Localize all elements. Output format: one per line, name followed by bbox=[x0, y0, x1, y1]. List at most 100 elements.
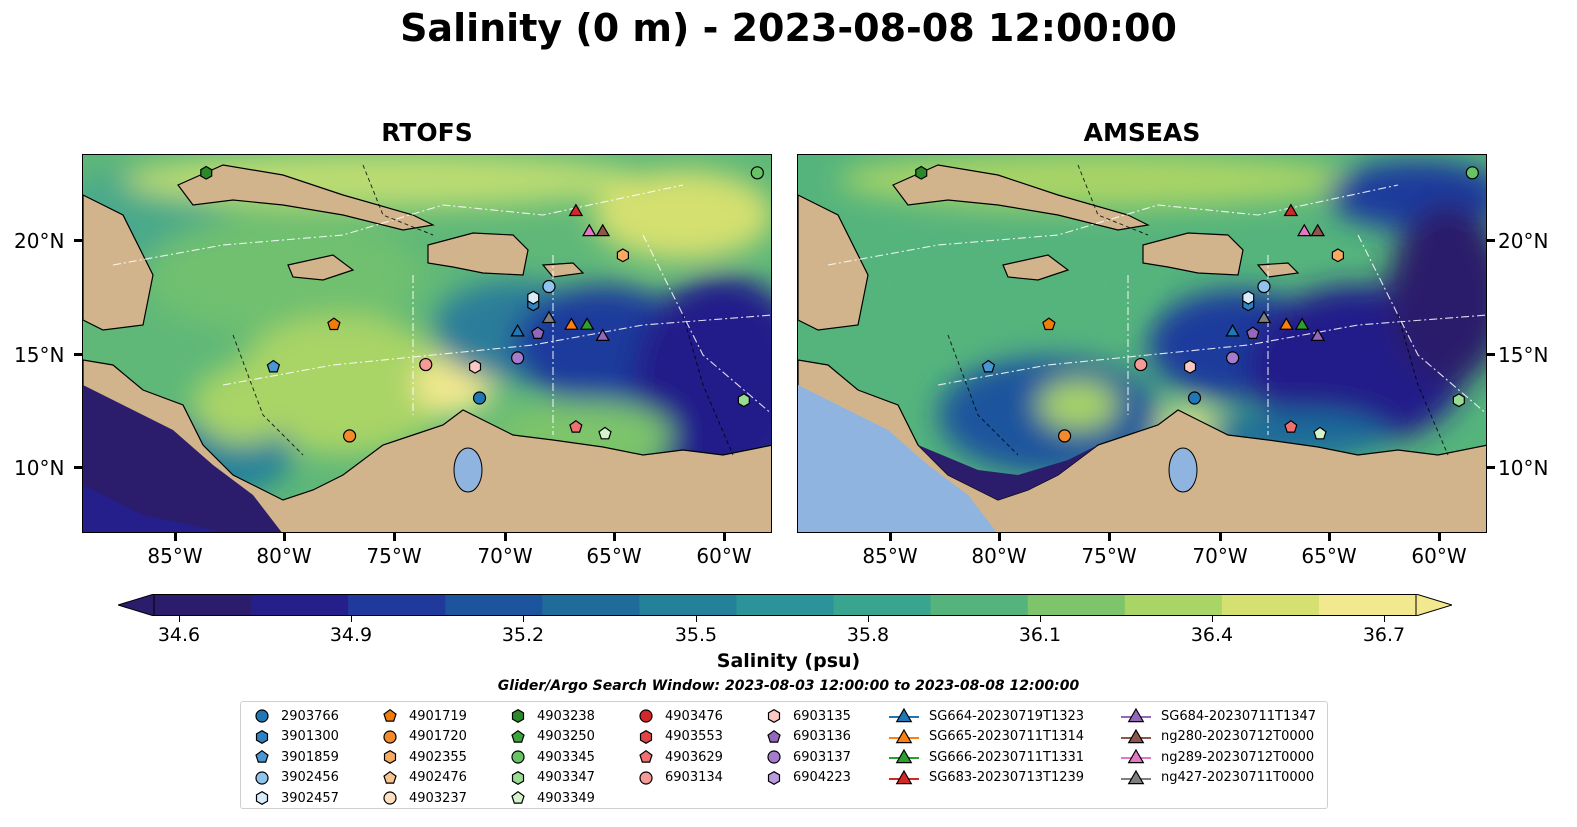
hexagon-icon bbox=[767, 770, 781, 785]
legend-item-label: 4903347 bbox=[537, 770, 595, 786]
legend-item-label: 3901859 bbox=[281, 749, 339, 765]
legend-item: 3902456 bbox=[253, 768, 339, 789]
colorbar-segment bbox=[1027, 594, 1126, 616]
search-window-caption: Glider/Argo Search Window: 2023-08-03 12… bbox=[497, 678, 1080, 694]
legend-item-label: 4903345 bbox=[537, 749, 595, 765]
legend-item-label: 4901719 bbox=[409, 708, 467, 724]
pentagon-marker-icon bbox=[511, 729, 525, 743]
observation-marker bbox=[1331, 248, 1345, 263]
triangle-marker-icon bbox=[1121, 728, 1151, 743]
legend-item-label: 4902476 bbox=[409, 770, 467, 786]
observation-marker bbox=[582, 223, 597, 237]
hexagon-marker-icon bbox=[383, 750, 397, 765]
colorbar-tick-label: 34.6 bbox=[157, 624, 201, 646]
legend-item-label: 3902457 bbox=[281, 790, 339, 806]
circle-icon bbox=[255, 709, 269, 723]
legend-item-label: 3901300 bbox=[281, 729, 339, 745]
legend-item: 6903137 bbox=[765, 747, 851, 768]
lon-label: 85°W bbox=[147, 544, 203, 568]
lat-label-left: 20°N bbox=[14, 229, 65, 253]
legend-item: 6904223 bbox=[765, 768, 851, 789]
observation-marker bbox=[200, 165, 213, 180]
axis-tick bbox=[998, 533, 1001, 541]
legend-item: 4901720 bbox=[381, 727, 467, 748]
legend-item-label: 4903629 bbox=[665, 749, 723, 765]
observation-marker bbox=[598, 426, 612, 440]
map-amseas[interactable] bbox=[797, 154, 1487, 533]
colorbar-tick bbox=[351, 616, 352, 622]
triangle-icon bbox=[895, 708, 913, 723]
lon-label: 70°W bbox=[477, 544, 533, 568]
observation-marker bbox=[527, 290, 540, 305]
observation-marker bbox=[915, 165, 928, 180]
circle-icon bbox=[767, 750, 781, 764]
hexagon-marker-icon bbox=[511, 770, 525, 785]
circle-marker-icon bbox=[383, 791, 397, 805]
observation-markers-amseas bbox=[915, 165, 1479, 443]
legend-item: SG665-20230711T1314 bbox=[889, 727, 1084, 748]
legend-item-label: SG683-20230713T1239 bbox=[929, 770, 1085, 786]
pentagon-marker-icon bbox=[767, 729, 781, 743]
legend-item: 4903553 bbox=[637, 727, 723, 748]
observation-marker bbox=[595, 223, 611, 237]
lon-label: 80°W bbox=[971, 544, 1027, 568]
legend-item: 3901859 bbox=[253, 747, 339, 768]
legend-item: 4903238 bbox=[509, 706, 595, 727]
hexagon-marker-icon bbox=[639, 729, 653, 744]
map-rtofs[interactable] bbox=[82, 154, 772, 533]
pentagon-marker-icon bbox=[639, 750, 653, 763]
legend-item-label: 4902355 bbox=[409, 749, 467, 765]
panel-title-rtofs: RTOFS bbox=[381, 118, 473, 147]
legend-item: 6903135 bbox=[765, 706, 851, 727]
triangle-icon bbox=[1127, 769, 1145, 784]
colorbar-tick bbox=[1384, 616, 1385, 622]
circle-icon bbox=[511, 750, 525, 764]
pentagon-marker-icon bbox=[383, 709, 397, 722]
axis-tick bbox=[74, 239, 82, 242]
axis-tick bbox=[393, 533, 396, 541]
legend-item: SG666-20230711T1331 bbox=[889, 747, 1084, 768]
axis-tick bbox=[1487, 466, 1495, 469]
circle-marker-icon bbox=[767, 750, 781, 764]
legend-column: 4903476 4903553 4903629 6903134 bbox=[637, 706, 723, 788]
colorbar bbox=[116, 593, 1454, 617]
colorbar-tick bbox=[1040, 616, 1041, 622]
pentagon-marker-icon bbox=[511, 791, 525, 804]
legend-item-label: 4903238 bbox=[537, 708, 595, 724]
legend-item: 4901719 bbox=[381, 706, 467, 727]
observation-marker bbox=[1256, 310, 1272, 324]
triangle-marker-icon bbox=[889, 708, 919, 723]
colorbar-tick-label: 35.5 bbox=[674, 624, 718, 646]
hexagon-icon bbox=[511, 709, 525, 724]
observation-marker bbox=[510, 323, 525, 337]
panel-title-amseas: AMSEAS bbox=[1083, 118, 1201, 147]
land-rtofs bbox=[83, 164, 771, 532]
legend-item: SG683-20230713T1239 bbox=[889, 768, 1084, 789]
lon-label: 70°W bbox=[1192, 544, 1248, 568]
observation-marker bbox=[1257, 279, 1271, 294]
observation-marker bbox=[1310, 328, 1326, 341]
legend-item-label: 6903136 bbox=[793, 729, 851, 745]
colorbar-segment bbox=[542, 594, 640, 616]
colorbar-segment bbox=[1221, 594, 1320, 616]
salinity-field-rtofs bbox=[83, 155, 771, 532]
colorbar-segment bbox=[445, 594, 543, 616]
observation-marker bbox=[1284, 419, 1298, 433]
observation-markers-rtofs bbox=[200, 165, 764, 443]
observation-marker bbox=[579, 317, 595, 330]
legend-item: 4903476 bbox=[637, 706, 723, 727]
observation-marker bbox=[1283, 203, 1299, 217]
colorbar-tick-label: 36.1 bbox=[1018, 624, 1062, 646]
colorbar-tick-label: 36.7 bbox=[1362, 624, 1406, 646]
observation-marker bbox=[1452, 393, 1465, 408]
triangle-icon bbox=[895, 749, 913, 764]
circle-icon bbox=[639, 709, 653, 723]
observation-marker bbox=[472, 391, 487, 405]
legend-item: 4903349 bbox=[509, 788, 595, 809]
colorbar-tick-label: 35.2 bbox=[501, 624, 545, 646]
hexagon-marker-icon bbox=[511, 709, 525, 724]
axis-tick bbox=[613, 533, 616, 541]
triangle-marker-icon bbox=[1121, 708, 1151, 723]
legend-item-label: SG664-20230719T1323 bbox=[929, 708, 1085, 724]
legend-item: 6903134 bbox=[637, 768, 723, 789]
